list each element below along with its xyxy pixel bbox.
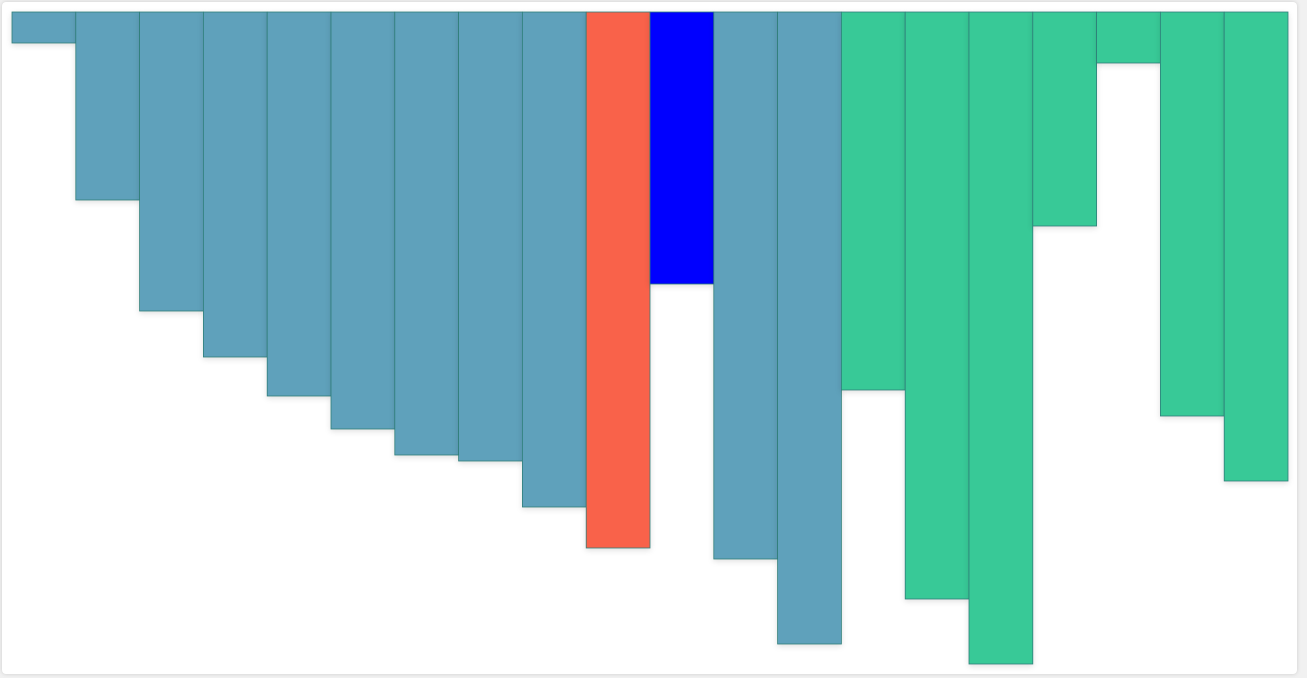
bar	[713, 11, 778, 560]
bar	[1160, 11, 1225, 417]
bar	[394, 11, 459, 456]
bar	[202, 11, 268, 358]
bar	[139, 11, 204, 312]
bar	[11, 11, 77, 44]
bar	[1032, 11, 1098, 227]
bar	[75, 11, 141, 201]
bar	[904, 11, 970, 600]
bar	[458, 11, 523, 462]
bar	[330, 11, 396, 430]
bar	[522, 11, 587, 508]
bar	[1223, 11, 1289, 482]
bar	[968, 11, 1034, 665]
bar	[585, 11, 651, 549]
bar	[841, 11, 906, 391]
bar	[649, 11, 715, 285]
bar	[1096, 11, 1161, 64]
bar	[266, 11, 332, 397]
bar	[777, 11, 842, 645]
